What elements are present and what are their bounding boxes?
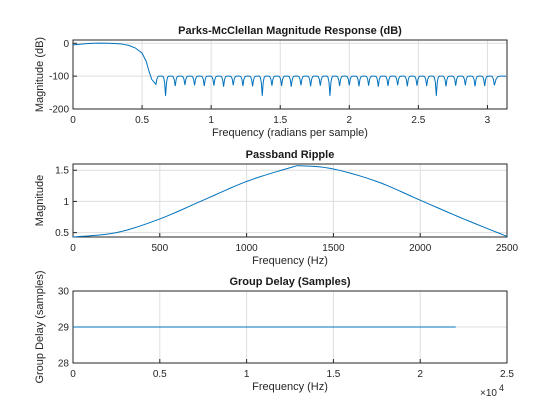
group-delay-axes: 0 0.5 1 1.5 2 2.5 28 29 30 Group Delay (Samples)… [34, 270, 514, 399]
y-tick-label: 1.5 [55, 166, 69, 177]
y-tick-label: 0 [63, 39, 69, 50]
y-tick-label: -100 [49, 72, 69, 83]
y-tick-label: 28 [58, 359, 70, 370]
x-tick-label: 0 [70, 115, 76, 126]
magnitude-response-title: Parks-McClellan Magnitude Response (dB) [178, 25, 402, 37]
y-tick-label: 1 [63, 197, 69, 208]
group-delay-xlabel: Frequency (Hz) [252, 381, 328, 393]
passband-ripple-ylabel: Magnitude [34, 175, 46, 226]
plot-background [73, 164, 507, 237]
x-tick-label: 500 [151, 243, 168, 254]
y-tick-label: -200 [49, 105, 69, 116]
group-delay-title: Group Delay (Samples) [229, 276, 350, 288]
y-tick-label: 30 [58, 287, 70, 298]
group-delay-x-exponent-base: ×10 [480, 388, 497, 399]
x-tick-label: 1.5 [326, 369, 340, 380]
group-delay-x-exponent-power: 4 [499, 383, 504, 393]
x-tick-label: 1 [244, 369, 250, 380]
x-tick-label: 2000 [409, 243, 432, 254]
x-tick-label: 2 [347, 115, 353, 126]
passband-ripple-axes: 0 500 1000 1500 2000 2500 0.5 1 1.5 Passband Rip… [34, 149, 519, 267]
x-tick-label: 0.5 [153, 369, 167, 380]
x-tick-label: 2500 [496, 243, 519, 254]
x-tick-label: 1000 [235, 243, 258, 254]
x-tick-label: 0 [70, 369, 76, 380]
x-tick-label: 2.5 [411, 115, 425, 126]
x-tick-label: 2.5 [500, 369, 514, 380]
x-tick-label: 0 [70, 243, 76, 254]
magnitude-response-ylabel: Magnitude (dB) [34, 37, 46, 112]
x-tick-label: 1 [208, 115, 214, 126]
y-tick-label: 29 [58, 323, 70, 334]
x-tick-label: 1500 [322, 243, 345, 254]
magnitude-response-xlabel: Frequency (radians per sample) [212, 127, 368, 139]
x-tick-label: 2 [417, 369, 423, 380]
y-tick-label: 0.5 [55, 228, 69, 239]
magnitude-response-axes: 0 0.5 1 1.5 2 2.5 3 -200 -100 0 Parks-McClellan M… [34, 25, 507, 139]
x-tick-label: 0.5 [135, 115, 149, 126]
x-tick-label: 1.5 [273, 115, 287, 126]
passband-ripple-title: Passband Ripple [246, 149, 335, 161]
passband-ripple-xlabel: Frequency (Hz) [252, 255, 328, 267]
group-delay-ylabel: Group Delay (samples) [34, 270, 46, 383]
x-tick-label: 3 [485, 115, 491, 126]
